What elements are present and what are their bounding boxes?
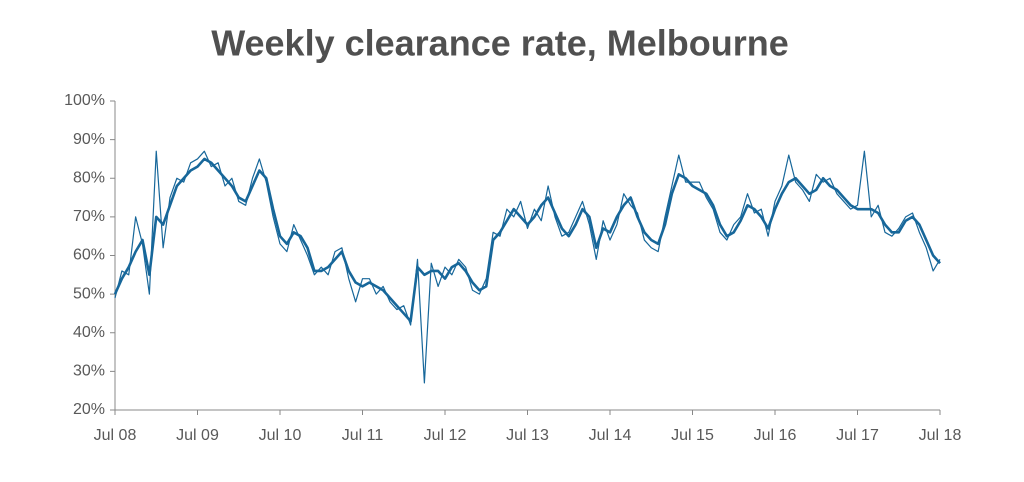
y-tick-label: 40% xyxy=(73,324,105,341)
x-tick-label: Jul 08 xyxy=(94,427,137,444)
x-tick-label: Jul 09 xyxy=(176,427,219,444)
y-tick-label: 20% xyxy=(73,401,105,418)
x-tick-label: Jul 13 xyxy=(506,427,549,444)
x-tick-label: Jul 15 xyxy=(671,427,714,444)
y-tick-label: 30% xyxy=(73,363,105,380)
y-tick-label: 60% xyxy=(73,247,105,264)
y-tick-label: 80% xyxy=(73,169,105,186)
x-tick-label: Jul 17 xyxy=(836,427,879,444)
series-line xyxy=(114,150,941,384)
y-tick-label: 100% xyxy=(64,92,105,109)
y-tick-label: 50% xyxy=(73,285,105,302)
x-tick-label: Jul 14 xyxy=(589,427,632,444)
x-tick-label: Jul 11 xyxy=(342,427,384,444)
x-tick-label: Jul 16 xyxy=(754,427,797,444)
chart-title: Weekly clearance rate, Melbourne xyxy=(211,23,789,64)
x-tick-label: Jul 18 xyxy=(919,427,962,444)
y-tick-label: 90% xyxy=(73,131,105,148)
x-tick-label: Jul 12 xyxy=(424,427,467,444)
y-tick-label: 70% xyxy=(73,208,105,225)
x-tick-label: Jul 10 xyxy=(259,427,302,444)
series-line xyxy=(113,157,941,323)
